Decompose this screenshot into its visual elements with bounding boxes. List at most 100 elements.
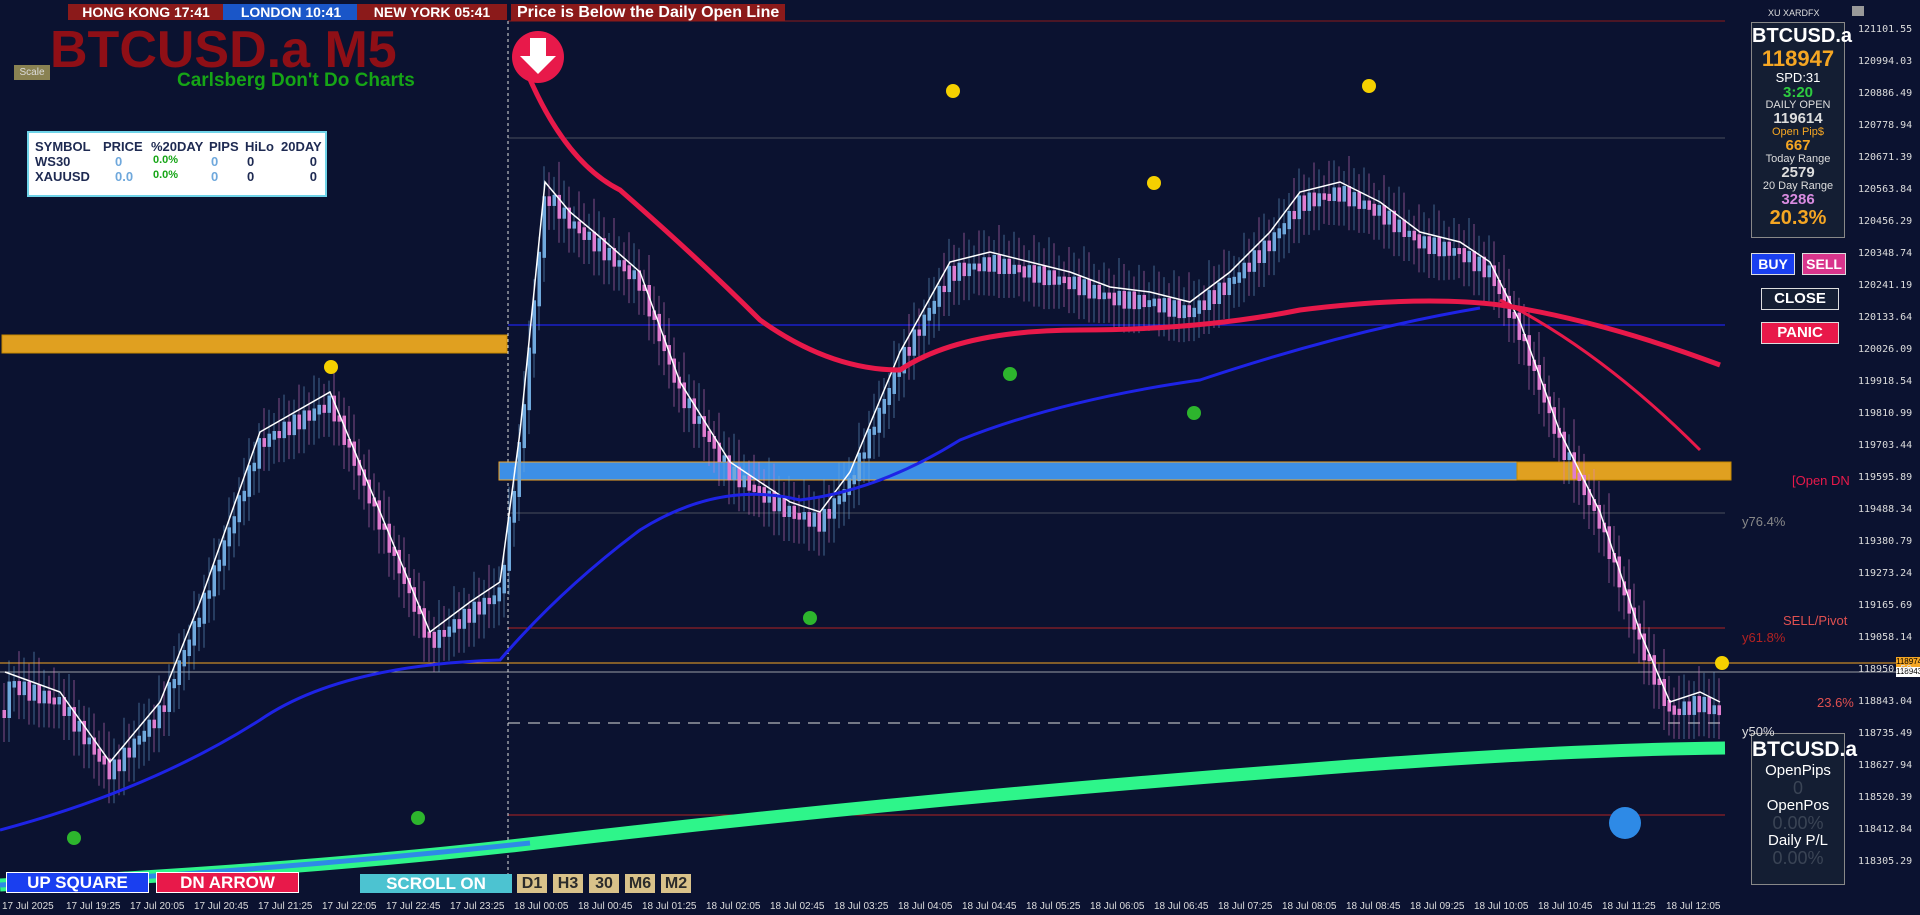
candle-body <box>1257 250 1261 263</box>
candle-body <box>1622 581 1626 596</box>
signal-dot-yellow <box>1147 176 1161 190</box>
candle-body <box>1682 701 1686 716</box>
tf-h3-button[interactable]: H3 <box>553 874 583 893</box>
candle-body <box>702 416 706 437</box>
candle-body <box>787 505 791 517</box>
candle-body <box>607 247 611 261</box>
candle-body <box>507 516 511 571</box>
watchlist-row[interactable]: WS30 0 0.0% 0 0 0 <box>29 154 325 169</box>
candle-body <box>582 227 586 240</box>
candle-body <box>382 523 386 530</box>
candle-body <box>1707 696 1711 715</box>
tf-d1-button[interactable]: D1 <box>517 874 547 893</box>
scale-button[interactable]: Scale <box>14 65 50 80</box>
candle-body <box>772 490 776 512</box>
candle-body <box>942 285 946 293</box>
candle-body <box>1102 292 1106 300</box>
candle-body <box>532 300 536 354</box>
candle-body <box>392 546 396 556</box>
candle-body <box>342 415 346 445</box>
candle-body <box>1157 298 1161 313</box>
price-axis-label: 119165.69 <box>1858 600 1913 611</box>
price-axis-label: 119595.89 <box>1858 472 1913 483</box>
chart-subtitle: Carlsberg Don't Do Charts <box>177 70 415 91</box>
info-open-pips-label: Open Pip$ <box>1772 126 1824 138</box>
candle-body <box>332 395 336 422</box>
candle-body <box>1417 234 1421 249</box>
candle-body <box>1527 335 1531 366</box>
candle-body <box>1412 230 1416 241</box>
candle-body <box>447 626 451 637</box>
candle-body <box>1542 383 1546 403</box>
candle-body <box>42 690 46 704</box>
candle-body <box>122 747 126 772</box>
price-axis-label: 118843.04 <box>1858 696 1913 707</box>
scroll-button[interactable]: SCROLL ON <box>360 874 512 893</box>
candle-body <box>842 489 846 502</box>
position-marker <box>1609 807 1641 839</box>
candle-body <box>277 431 281 439</box>
candle-body <box>257 438 261 469</box>
candle-body <box>1182 305 1186 319</box>
buy-button[interactable]: BUY <box>1751 253 1795 275</box>
candle-body <box>592 231 596 252</box>
candle-body <box>567 207 571 229</box>
candle-body <box>1562 431 1566 460</box>
tf-30-button[interactable]: 30 <box>589 874 619 893</box>
info-timer: 3:20 <box>1782 84 1814 101</box>
candle-body <box>967 263 971 277</box>
candle-body <box>267 433 271 447</box>
price-axis-label: 119918.54 <box>1858 376 1913 387</box>
candle-body <box>797 512 801 520</box>
price-axis-label: 119058.14 <box>1858 632 1913 643</box>
candle-body <box>512 490 516 523</box>
row-price: 0.0 <box>115 169 134 184</box>
candle-body <box>1237 272 1241 283</box>
candle-body <box>727 455 731 481</box>
candle-body <box>677 376 681 389</box>
row-20day: 0 <box>309 154 317 169</box>
candle-body <box>697 416 701 424</box>
signal-dot-green <box>803 611 817 625</box>
candle-body <box>77 720 81 732</box>
candle-body <box>972 263 976 270</box>
watchlist-row[interactable]: XAUUSD 0.0 0.0% 0 0 0 <box>29 169 325 184</box>
time-axis-label: 18 Jul 10:05 <box>1474 901 1529 912</box>
candle-body <box>22 681 26 696</box>
candle-body <box>947 265 951 293</box>
candle-body <box>1702 696 1706 713</box>
tf-m2-button[interactable]: M2 <box>661 874 691 893</box>
candle-body <box>1327 193 1331 202</box>
candle-body <box>552 194 556 206</box>
close-icon[interactable] <box>1852 6 1864 16</box>
candle-body <box>722 455 726 463</box>
watchlist-panel: SYMBOL PRICE %20DAY PIPS HiLo 20DAY WS30… <box>27 131 327 197</box>
col-20day: 20DAY <box>281 139 322 154</box>
candle-body <box>417 605 421 615</box>
row-pips: 0 <box>211 154 219 169</box>
time-axis-label: 18 Jul 06:45 <box>1154 901 1209 912</box>
price-axis-label: 121101.55 <box>1858 24 1913 35</box>
price-axis-label: 118950.59 <box>1858 664 1913 675</box>
candle-body <box>1092 284 1096 299</box>
price-axis-label: 119380.79 <box>1858 536 1913 547</box>
candle-body <box>1467 250 1471 263</box>
candle-body <box>987 257 991 272</box>
candle-body <box>602 238 606 261</box>
sell-button[interactable]: SELL <box>1802 253 1846 275</box>
tf-m6-button[interactable]: M6 <box>625 874 655 893</box>
row-pct: 0.0% <box>153 169 179 181</box>
up-square-button[interactable]: UP SQUARE <box>6 872 149 893</box>
candle-body <box>487 597 491 605</box>
candle-body <box>1162 298 1166 313</box>
panic-button[interactable]: PANIC <box>1761 322 1839 344</box>
candle-body <box>562 207 566 219</box>
time-axis-label: 18 Jul 02:45 <box>770 901 825 912</box>
price-axis-label: 119488.34 <box>1858 504 1913 515</box>
candle-body <box>782 496 786 517</box>
down-arrow-icon <box>520 38 556 74</box>
dn-arrow-button[interactable]: DN ARROW <box>156 872 299 893</box>
candle-body <box>637 270 641 291</box>
close-button[interactable]: CLOSE <box>1761 288 1839 310</box>
